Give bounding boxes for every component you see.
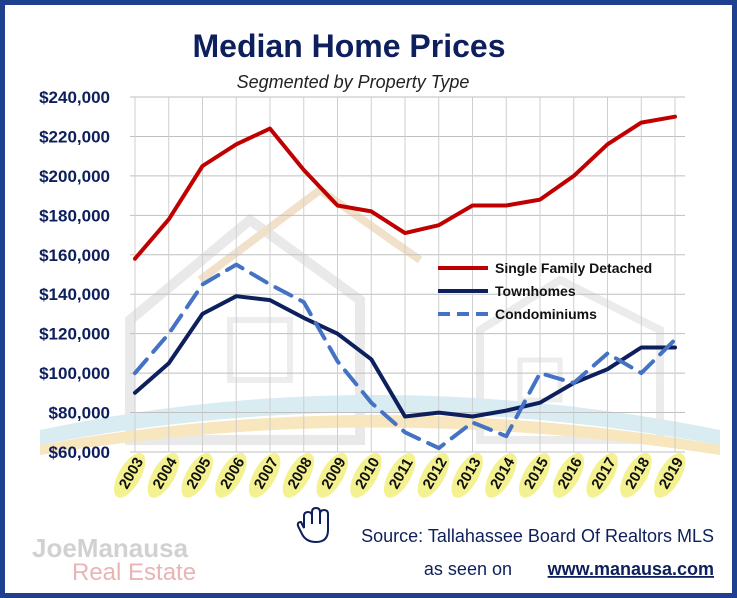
x-tick-highlight — [350, 453, 382, 498]
x-tick: 2009 — [316, 453, 350, 498]
x-tick: 2007 — [248, 453, 282, 498]
seen-on-text: as seen on — [424, 559, 512, 579]
x-tick: 2012 — [417, 453, 451, 498]
x-tick-highlight — [518, 453, 551, 498]
source-text: Source: Tallahassee Board Of Realtors ML… — [361, 526, 714, 546]
x-tick-highlight — [485, 453, 517, 498]
x-tick-highlight — [113, 453, 146, 498]
chart-subtitle: Segmented by Property Type — [237, 72, 470, 92]
x-tick: 2003 — [113, 453, 147, 498]
x-tick: 2005 — [181, 453, 215, 498]
x-tick-highlight — [383, 453, 416, 498]
y-tick-label: $160,000 — [39, 246, 110, 265]
legend-label-condominiums: Condominiums — [495, 306, 597, 322]
gridlines — [130, 96, 685, 453]
x-axis-ticks: 2003 2004 2005 2006 2007 2008 2009 2010 2011 2012… — [113, 453, 687, 498]
y-tick-label: $180,000 — [39, 206, 110, 225]
y-tick-label: $240,000 — [39, 88, 110, 107]
x-tick: 2013 — [451, 453, 485, 498]
y-tick-label: $60,000 — [49, 443, 110, 462]
x-tick: 2008 — [282, 453, 316, 498]
x-tick: 2019 — [653, 453, 687, 498]
x-tick-highlight — [282, 453, 315, 498]
x-tick: 2011 — [383, 453, 417, 498]
x-tick: 2006 — [215, 453, 248, 498]
x-tick-highlight — [215, 453, 247, 498]
background-houses-illustration — [40, 185, 720, 455]
x-tick: 2014 — [485, 453, 519, 498]
chart-title: Median Home Prices — [193, 28, 506, 64]
y-tick-label: $100,000 — [39, 364, 110, 383]
y-tick-label: $120,000 — [39, 325, 110, 344]
legend-label-single-family: Single Family Detached — [495, 260, 652, 276]
y-tick-label: $140,000 — [39, 285, 110, 304]
x-tick: 2017 — [586, 453, 620, 498]
x-tick-highlight — [586, 453, 618, 498]
legend: Single Family Detached Townhomes Condomi… — [438, 260, 652, 322]
y-axis-ticks: $60,000 $80,000 $100,000 $120,000 $140,000 $1… — [39, 88, 110, 462]
x-tick: 2016 — [552, 453, 586, 498]
website-link[interactable]: www.manausa.com — [547, 559, 714, 579]
y-tick-label: $220,000 — [39, 127, 110, 146]
logo-line-1: JoeManausa — [32, 533, 189, 563]
pointing-hand-icon — [296, 506, 329, 544]
logo-line-2: Real Estate — [72, 559, 196, 586]
x-tick-highlight — [248, 453, 281, 498]
x-tick-highlight — [620, 453, 652, 498]
x-tick: 2004 — [147, 453, 181, 498]
x-tick-highlight — [181, 453, 213, 498]
x-tick: 2010 — [350, 453, 383, 498]
y-tick-label: $200,000 — [39, 167, 110, 186]
x-tick-highlight — [316, 453, 348, 498]
x-tick-highlight — [417, 453, 450, 498]
y-tick-label: $80,000 — [49, 404, 110, 423]
x-tick: 2015 — [518, 453, 552, 498]
series-lines — [133, 114, 677, 451]
company-logo: JoeManausa Real Estate — [32, 533, 196, 586]
x-tick-highlight — [147, 453, 180, 498]
x-tick-highlight — [451, 453, 483, 498]
legend-label-townhomes: Townhomes — [495, 283, 576, 299]
x-tick: 2018 — [620, 453, 653, 498]
x-tick-highlight — [552, 453, 585, 498]
x-tick-highlight — [653, 453, 686, 498]
